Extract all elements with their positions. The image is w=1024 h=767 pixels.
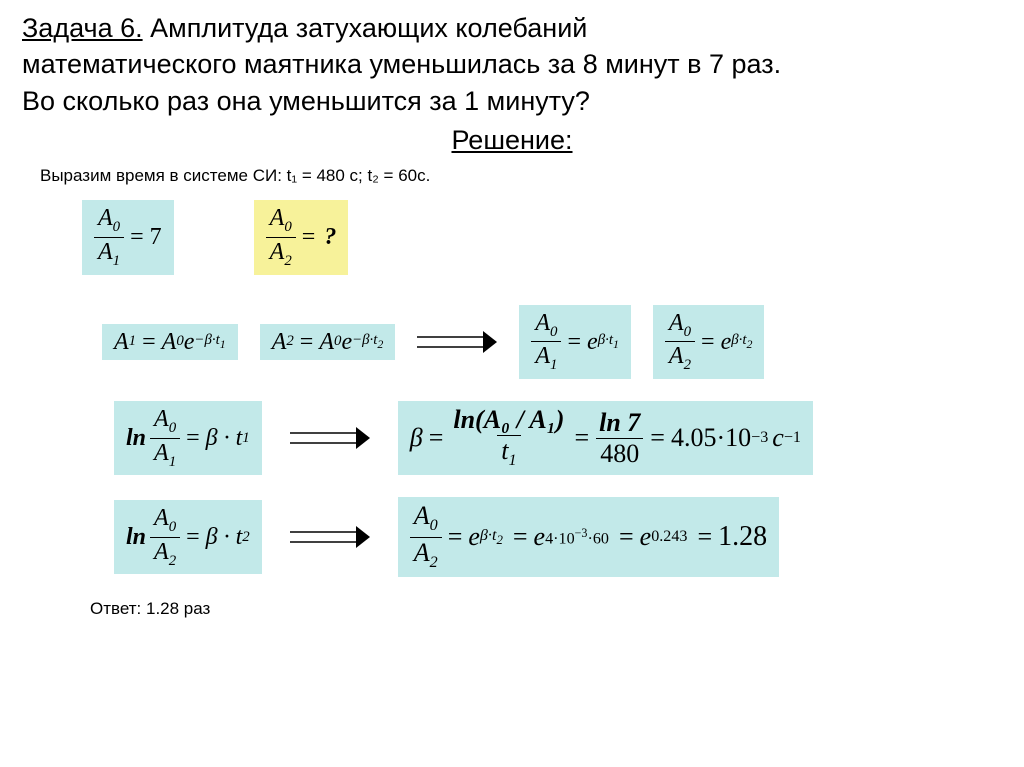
sub: 1 bbox=[113, 253, 120, 269]
sym: A bbox=[272, 330, 287, 354]
sub: 0 bbox=[113, 219, 120, 235]
page: Задача 6. Амплитуда затухающих колебаний… bbox=[0, 0, 1024, 767]
sym: A bbox=[154, 406, 169, 432]
ln: ln bbox=[126, 426, 146, 450]
problem-statement: Задача 6. Амплитуда затухающих колебаний… bbox=[22, 10, 1002, 119]
val: 7 bbox=[150, 225, 162, 249]
sub: 0 bbox=[684, 323, 691, 339]
amplitude-row: A1 = A0e−β·t1 A2 = A0e−β·t2 A0 A1 =eβ·t1… bbox=[102, 305, 1002, 379]
arrow-icon bbox=[290, 427, 370, 449]
rhs: β · t bbox=[206, 426, 243, 450]
sym: A bbox=[114, 330, 129, 354]
exp-sub: 2 bbox=[377, 337, 383, 351]
arrow-icon bbox=[290, 526, 370, 548]
formula-ln-ratio2: ln A0 A2 =β · t2 bbox=[114, 500, 262, 574]
sym: A bbox=[154, 539, 169, 565]
e2: 4·10 bbox=[545, 530, 575, 547]
sym: A bbox=[270, 205, 285, 231]
num: ln(A₀ / A₁) bbox=[453, 405, 564, 434]
exp-sub: 2 bbox=[496, 533, 502, 547]
sub: 0 bbox=[284, 219, 291, 235]
answer-label: Ответ: bbox=[90, 599, 141, 618]
val: ? bbox=[324, 225, 336, 249]
sub: 1 bbox=[129, 334, 136, 349]
sym: A bbox=[535, 310, 550, 336]
arrow-icon bbox=[417, 331, 497, 353]
sym: A bbox=[270, 239, 285, 265]
unit: c bbox=[772, 425, 784, 451]
sym: A bbox=[154, 505, 169, 531]
sub: 2 bbox=[284, 253, 291, 269]
beta: β bbox=[410, 425, 423, 451]
sub: 2 bbox=[430, 554, 438, 571]
exp: −β·t bbox=[352, 332, 377, 348]
exp: β·t bbox=[480, 527, 497, 544]
ln2-row: ln A0 A2 =β · t2 A0 A2 =eβ·t2 =e4·10−3·6… bbox=[114, 497, 1002, 577]
formula-beta-value: β= ln(A₀ / A₁) t1 = ln 7 480 = 4.05·10−3… bbox=[398, 401, 813, 475]
solution-heading: Решение: bbox=[22, 125, 1002, 156]
exp: β·t bbox=[598, 332, 613, 348]
exp-sub: 1 bbox=[613, 337, 619, 351]
sub: 0 bbox=[334, 334, 341, 349]
task-number: Задача 6. bbox=[22, 13, 143, 43]
exp-sub: 1 bbox=[220, 337, 226, 351]
rhs-sub: 1 bbox=[242, 431, 249, 446]
e2-sup: −3 bbox=[575, 526, 588, 540]
sym: A bbox=[414, 538, 430, 567]
unit-exp: −1 bbox=[784, 430, 801, 446]
result: 1.28 bbox=[718, 523, 767, 551]
rhs: β · t bbox=[206, 525, 243, 549]
sub: 0 bbox=[169, 420, 176, 436]
sub: 1 bbox=[550, 357, 557, 373]
sub: 0 bbox=[550, 323, 557, 339]
sym: A bbox=[414, 501, 430, 530]
sub: 0 bbox=[176, 334, 183, 349]
val-exp: −3 bbox=[751, 430, 768, 446]
answer-value: 1.28 раз bbox=[146, 599, 210, 618]
sub: 2 bbox=[286, 334, 293, 349]
sub: 0 bbox=[169, 519, 176, 535]
exp: −β·t bbox=[194, 332, 219, 348]
sym: A bbox=[162, 330, 177, 354]
sym: A bbox=[669, 310, 684, 336]
formula-ratio2-exp: A0 A2 =eβ·t2 bbox=[653, 305, 765, 379]
task-text-c: Во сколько раз она уменьшится за 1 минут… bbox=[22, 86, 590, 116]
ln1-row: ln A0 A1 =β · t1 β= ln(A₀ / A₁) t1 = ln … bbox=[114, 401, 1002, 475]
given-row: A0 A1 =7 A0 A2 =? bbox=[82, 200, 1002, 274]
formula-final-result: A0 A2 =eβ·t2 =e4·10−3·60 =e0.243 =1.28 bbox=[398, 497, 779, 577]
ln: ln bbox=[126, 525, 146, 549]
sub: 1 bbox=[169, 453, 176, 469]
formula-ratio-a0-a1: A0 A1 =7 bbox=[82, 200, 174, 274]
formula-ratio1-exp: A0 A1 =eβ·t1 bbox=[519, 305, 631, 379]
sym: A bbox=[319, 330, 334, 354]
sub: 2 bbox=[169, 552, 176, 568]
exp-sub: 2 bbox=[746, 337, 752, 351]
e3: 0.243 bbox=[651, 529, 687, 545]
answer-line: Ответ: 1.28 раз bbox=[90, 599, 1002, 619]
e2-tail: ·60 bbox=[587, 530, 608, 547]
sym: A bbox=[154, 440, 169, 466]
rhs-sub: 2 bbox=[242, 530, 249, 545]
num2: ln 7 bbox=[599, 408, 640, 437]
den-sub: 1 bbox=[508, 452, 516, 469]
sym: A bbox=[98, 205, 113, 231]
den2: 480 bbox=[600, 439, 639, 468]
formula-a1: A1 = A0e−β·t1 bbox=[102, 324, 238, 360]
val: 4.05·10 bbox=[671, 423, 751, 452]
task-text-b: математического маятника уменьшилась за … bbox=[22, 49, 781, 79]
sym: A bbox=[98, 239, 113, 265]
sym: A bbox=[535, 343, 550, 369]
formula-ln-ratio1: ln A0 A1 =β · t1 bbox=[114, 401, 262, 475]
sym: A bbox=[669, 343, 684, 369]
sub: 0 bbox=[430, 518, 438, 535]
exp: β·t bbox=[731, 332, 746, 348]
formula-a2: A2 = A0e−β·t2 bbox=[260, 324, 396, 360]
sub: 2 bbox=[684, 357, 691, 373]
si-units-line: Выразим время в системе СИ: t₁ = 480 с; … bbox=[40, 166, 1002, 186]
task-text-a: Амплитуда затухающих колебаний bbox=[150, 13, 587, 43]
formula-ratio-a0-a2-unknown: A0 A2 =? bbox=[254, 200, 349, 274]
